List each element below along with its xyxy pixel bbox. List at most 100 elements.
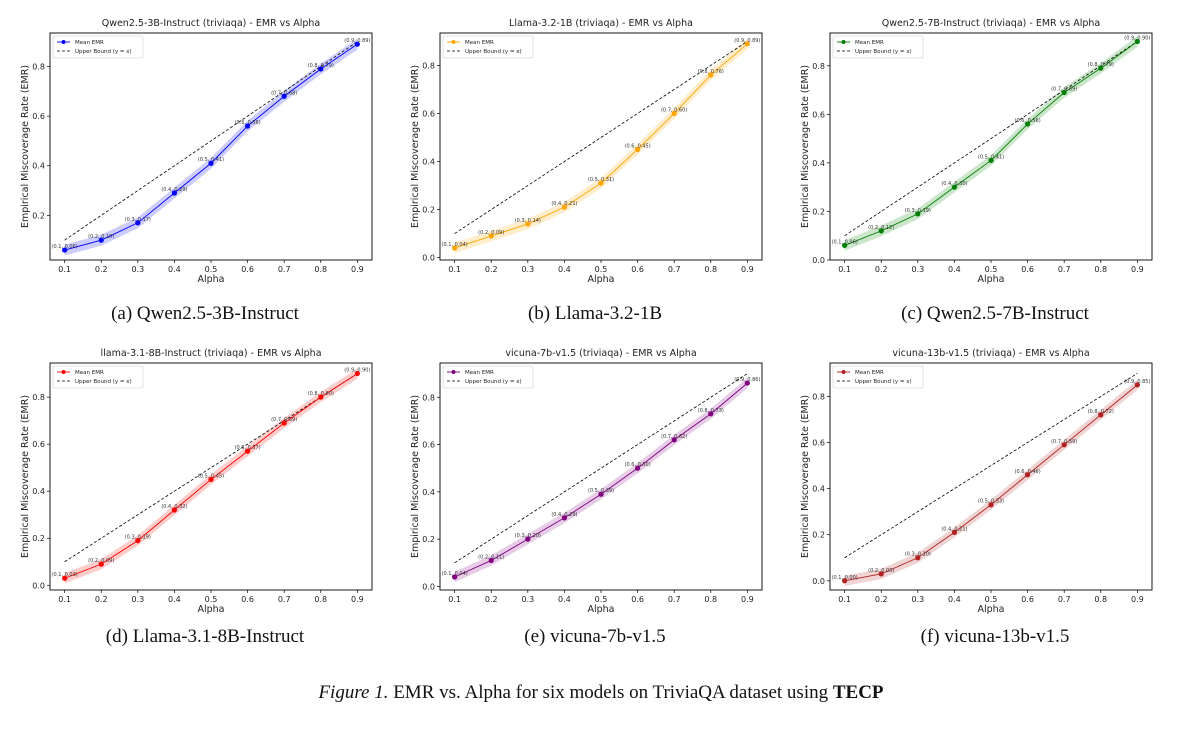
data-label: (0.1, 0.06): [52, 244, 78, 250]
data-label: (0.5, 0.41): [978, 154, 1004, 160]
x-axis-label: Alpha: [197, 604, 224, 615]
data-point: [98, 561, 104, 567]
data-point: [708, 411, 714, 417]
x-tick-label: 0.5: [205, 265, 218, 274]
subcaption-a: (a) Qwen2.5-3B-Instruct: [111, 303, 299, 324]
data-point: [878, 228, 884, 234]
x-tick-label: 0.8: [1094, 265, 1107, 274]
y-tick-label: 0.4: [32, 487, 45, 496]
data-point: [915, 211, 921, 217]
x-tick-label: 0.6: [631, 265, 644, 274]
legend-mean-marker: [61, 40, 66, 44]
confidence-band: [454, 377, 748, 583]
axes-frame: [49, 32, 373, 261]
x-axis-label: Alpha: [977, 274, 1004, 285]
y-tick-label: 0.2: [812, 531, 825, 540]
axes-frame: [439, 32, 763, 261]
subplot-a: Qwen2.5-3B-Instruct (triviaqa) - EMR vs …: [20, 10, 400, 295]
x-tick-label: 0.9: [1131, 595, 1144, 604]
data-point: [208, 476, 214, 483]
legend-mean-label: Mean EMR: [75, 370, 104, 376]
subplot-e: vicuna-7b-v1.5 (triviaqa) - EMR vs Alpha…: [410, 340, 790, 625]
legend-mean-marker: [451, 370, 456, 374]
y-tick-label: 0.8: [422, 61, 435, 70]
x-tick-label: 0.1: [448, 595, 461, 604]
x-tick-label: 0.4: [948, 595, 961, 604]
x-tick-label: 0.2: [485, 265, 498, 274]
chart-svg: Qwen2.5-3B-Instruct (triviaqa) - EMR vs …: [20, 18, 373, 285]
x-tick-label: 0.2: [95, 595, 108, 604]
subplot-b: Llama-3.2-1B (triviaqa) - EMR vs Alpha Al…: [410, 10, 790, 295]
y-tick-label: 0.8: [812, 62, 825, 71]
x-tick-label: 0.2: [875, 595, 888, 604]
chart-title: Qwen2.5-3B-Instruct (triviaqa) - EMR vs …: [102, 18, 321, 29]
data-label: (0.9, 0.89): [734, 38, 760, 44]
figure-caption: Figure 1. EMR vs. Alpha for six models o…: [0, 682, 1202, 704]
data-label: (0.1, 0.04): [442, 571, 468, 577]
x-axis-label: Alpha: [977, 604, 1004, 615]
data-point: [244, 123, 251, 129]
data-point: [598, 180, 604, 186]
chart-title: Qwen2.5-7B-Instruct (triviaqa) - EMR vs …: [882, 18, 1101, 29]
data-point: [634, 146, 641, 153]
chart-svg: vicuna-13b-v1.5 (triviaqa) - EMR vs Alph…: [800, 348, 1153, 615]
data-label: (0.7, 0.69): [1051, 86, 1077, 92]
data-label: (0.8, 0.79): [308, 63, 334, 69]
legend-bound-label: Upper Bound (y = x): [465, 49, 522, 55]
legend-bound-label: Upper Bound (y = x): [855, 49, 912, 55]
data-label: (0.6, 0.45): [625, 144, 651, 150]
x-tick-label: 0.5: [985, 265, 998, 274]
data-point: [135, 220, 141, 226]
y-tick-label: 0.6: [32, 440, 45, 449]
data-label: (0.3, 0.19): [905, 208, 931, 214]
figure-caption-text: EMR vs. Alpha for six models on TriviaQA…: [388, 682, 833, 703]
data-label: (0.2, 0.11): [478, 554, 504, 560]
legend-mean-label: Mean EMR: [465, 40, 494, 46]
data-point: [842, 578, 848, 584]
legend-box: [832, 365, 924, 389]
x-tick-label: 0.9: [741, 595, 754, 604]
data-point: [354, 41, 360, 47]
x-tick-label: 0.1: [58, 595, 71, 604]
data-point: [915, 555, 921, 561]
data-label: (0.1, 0.04): [442, 242, 468, 248]
data-label: (0.4, 0.32): [161, 504, 187, 510]
data-point: [1061, 442, 1067, 448]
data-label: (0.2, 0.03): [868, 568, 894, 574]
x-tick-label: 0.8: [314, 595, 327, 604]
x-tick-label: 0.3: [521, 595, 534, 604]
data-point: [452, 245, 458, 251]
y-tick-label: 0.6: [812, 110, 825, 119]
upper-bound-line: [64, 373, 358, 563]
y-tick-label: 0.2: [32, 211, 45, 220]
data-label: (0.8, 0.80): [308, 391, 334, 397]
chart-title: Llama-3.2-1B (triviaqa) - EMR vs Alpha: [509, 18, 693, 29]
data-label: (0.4, 0.29): [551, 512, 577, 518]
data-label: (0.8, 0.79): [1088, 62, 1114, 68]
x-tick-label: 0.3: [131, 595, 144, 604]
y-axis-label: Empirical Miscoverage Rate (EMR): [410, 395, 421, 558]
x-tick-label: 0.4: [558, 595, 571, 604]
chart-title: llama-3.1-8B-Instruct (triviaqa) - EMR v…: [100, 348, 321, 359]
data-point: [1024, 472, 1031, 478]
data-point: [744, 380, 750, 386]
data-label: (0.6, 0.50): [625, 462, 651, 468]
y-tick-label: 0.0: [422, 582, 435, 591]
y-tick-label: 0.0: [422, 254, 435, 263]
legend-mean-label: Mean EMR: [855, 370, 884, 376]
axes-frame: [829, 32, 1153, 261]
chart-svg: Qwen2.5-7B-Instruct (triviaqa) - EMR vs …: [800, 18, 1153, 285]
x-axis-label: Alpha: [587, 604, 614, 615]
legend-box: [442, 35, 534, 59]
x-tick-label: 0.5: [595, 265, 608, 274]
axes-frame: [829, 362, 1153, 591]
data-point: [634, 465, 641, 471]
data-point: [1134, 38, 1140, 45]
subcaption-d: (d) Llama-3.1-8B-Instruct: [105, 626, 305, 647]
data-point: [488, 557, 494, 564]
data-label: (0.9, 0.85): [1124, 379, 1150, 385]
y-axis-label: Empirical Miscoverage Rate (EMR): [410, 65, 421, 228]
data-point: [281, 93, 287, 99]
data-point: [171, 507, 178, 513]
x-tick-label: 0.5: [205, 595, 218, 604]
